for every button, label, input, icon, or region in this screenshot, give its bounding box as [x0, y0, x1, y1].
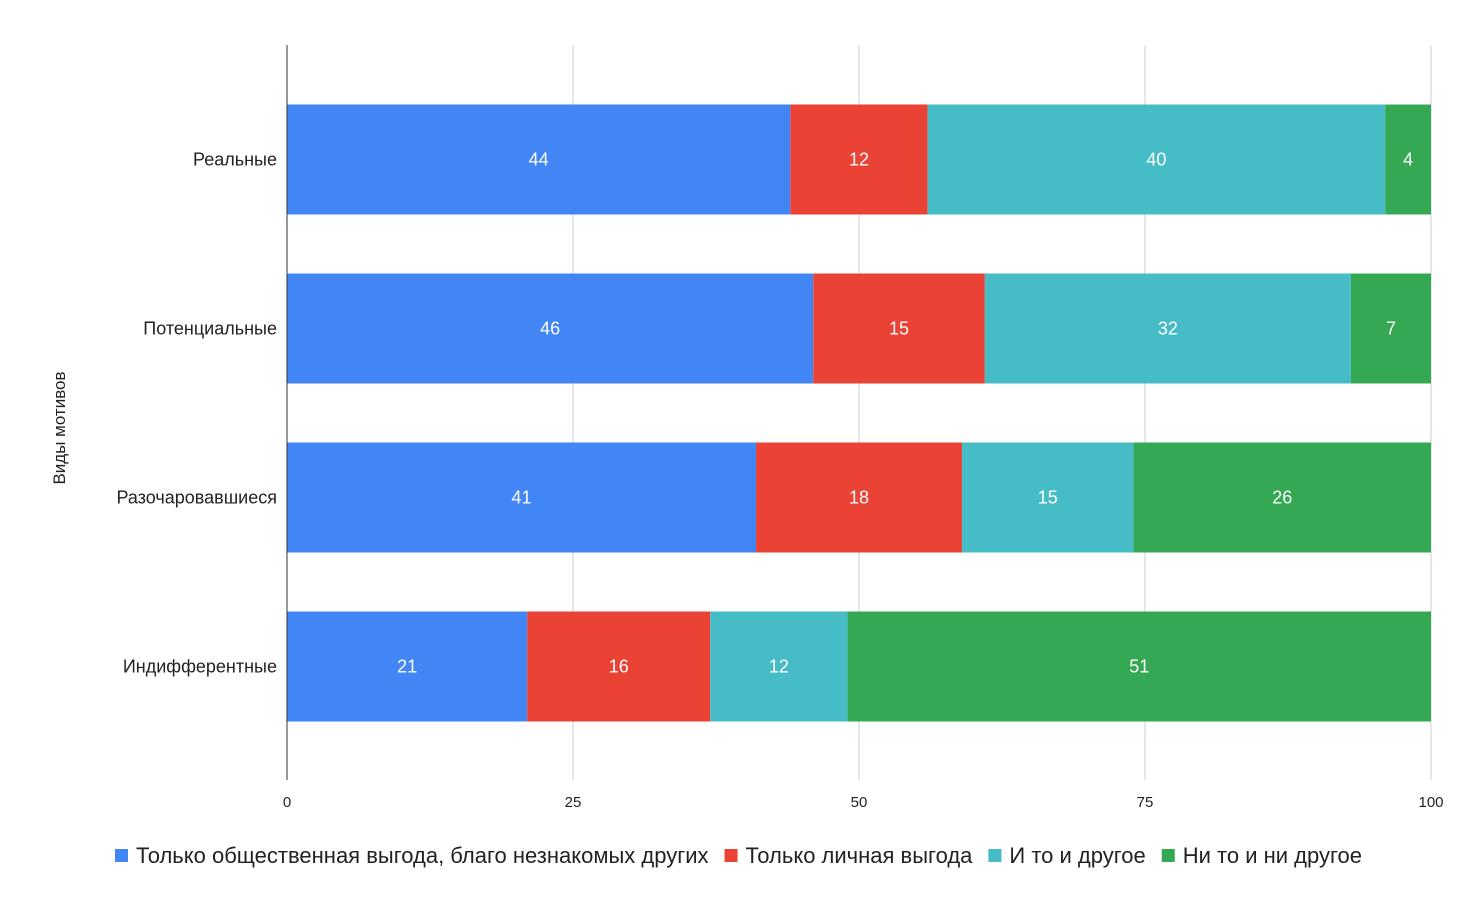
- bar-segment: [756, 442, 962, 553]
- legend-item-label: Только общественная выгода, благо незнак…: [136, 843, 709, 868]
- bar-segment: [790, 104, 928, 215]
- y-axis-title: Виды мотивов: [50, 371, 69, 484]
- x-tick-label: 75: [1137, 794, 1154, 811]
- bar-segment: [527, 611, 711, 722]
- data-label: 21: [397, 657, 417, 677]
- bar-segment: [961, 442, 1134, 553]
- data-label: 15: [1038, 488, 1058, 508]
- axes: 0 25 50 75 100 Реальные Потенциальные Разочаров…: [117, 45, 1444, 811]
- bars: [287, 104, 1431, 722]
- bar-segment: [710, 611, 848, 722]
- data-label: 40: [1146, 150, 1166, 170]
- bar-segment: [927, 104, 1386, 215]
- bar-segment: [1350, 273, 1431, 384]
- data-label: 32: [1158, 319, 1178, 339]
- bar-segment: [984, 273, 1351, 384]
- bar-segment: [287, 104, 791, 215]
- data-label: 15: [889, 319, 909, 339]
- category-label: Разочаровавшиеся: [117, 488, 277, 508]
- bar-segment: [1385, 104, 1431, 215]
- legend-swatch: [988, 849, 1002, 862]
- data-label: 16: [609, 657, 629, 677]
- legend-item-label: Ни то и ни другое: [1183, 843, 1362, 868]
- data-label: 26: [1272, 488, 1292, 508]
- data-labels: 44 12 40 4 46 15 32 7 41 18 15 26 21 16 12 51: [397, 150, 1413, 677]
- data-label: 12: [769, 657, 789, 677]
- bar-segment: [287, 273, 814, 384]
- data-label: 44: [529, 150, 549, 170]
- data-label: 7: [1386, 319, 1396, 339]
- legend-item-label: И то и другое: [1009, 843, 1145, 868]
- legend-item-label: Только личная выгода: [746, 843, 974, 868]
- legend-swatch: [1161, 849, 1175, 862]
- data-label: 41: [512, 488, 532, 508]
- category-label: Потенциальные: [143, 319, 277, 339]
- data-label: 46: [540, 319, 560, 339]
- data-label: 12: [849, 150, 869, 170]
- legend: Только общественная выгода, благо незнак…: [114, 843, 1362, 868]
- x-tick-label: 25: [565, 794, 582, 811]
- legend-swatch: [114, 849, 128, 862]
- legend-swatch: [724, 849, 738, 862]
- data-label: 4: [1403, 150, 1413, 170]
- x-tick-label: 100: [1418, 794, 1443, 811]
- data-label: 51: [1129, 657, 1149, 677]
- bar-segment: [847, 611, 1431, 722]
- category-label: Реальные: [193, 150, 277, 170]
- bar-segment: [287, 611, 528, 722]
- bar-segment: [813, 273, 985, 384]
- x-tick-label: 0: [283, 794, 291, 811]
- data-label: 18: [849, 488, 869, 508]
- category-label: Индифферентные: [123, 657, 277, 677]
- bar-segment: [287, 442, 757, 553]
- x-tick-label: 50: [851, 794, 868, 811]
- bar-segment: [1133, 442, 1431, 553]
